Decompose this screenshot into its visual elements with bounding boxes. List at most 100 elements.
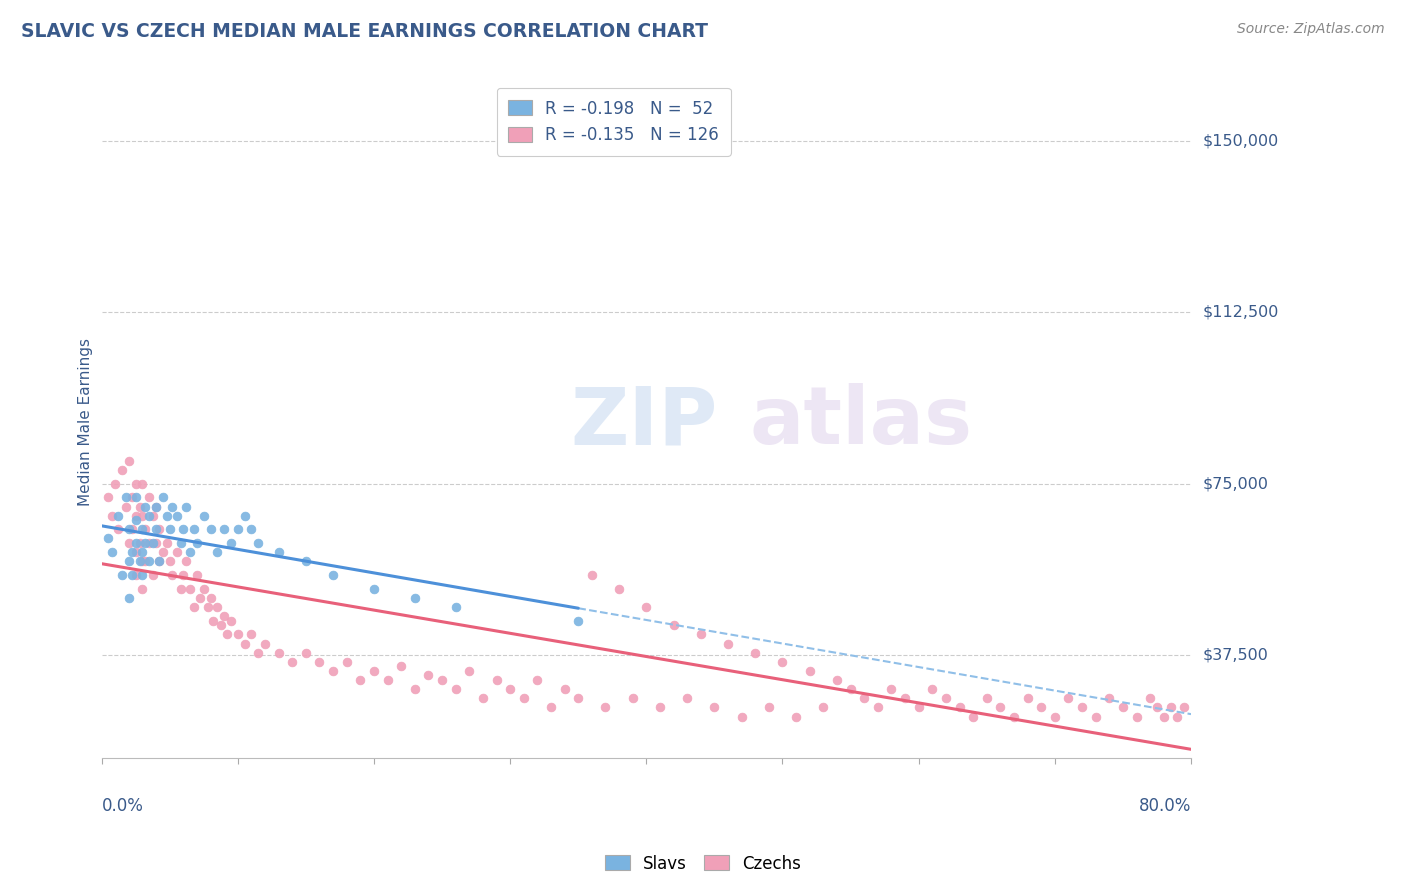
Point [131, 476, 153, 491]
Point [1146, 700, 1168, 714]
Text: SLAVIC VS CZECH MEDIAN MALE EARNINGS CORRELATION CHART: SLAVIC VS CZECH MEDIAN MALE EARNINGS COR… [21, 22, 709, 41]
Point [1173, 700, 1195, 714]
Point [772, 655, 794, 669]
Point [226, 522, 249, 536]
Point [813, 700, 835, 714]
Point [233, 636, 256, 650]
Point [145, 522, 167, 536]
Point [295, 554, 318, 568]
Point [1084, 709, 1107, 723]
Point [215, 627, 238, 641]
Point [363, 582, 385, 596]
Point [179, 582, 201, 596]
Legend: Slavs, Czechs: Slavs, Czechs [599, 848, 807, 880]
Point [183, 599, 205, 614]
Point [976, 691, 998, 706]
Point [131, 522, 153, 536]
Legend: R = -0.198   N =  52, R = -0.135   N = 126: R = -0.198 N = 52, R = -0.135 N = 126 [496, 88, 731, 155]
Point [121, 568, 143, 582]
Text: atlas: atlas [749, 383, 973, 461]
Point [226, 627, 249, 641]
Point [128, 536, 150, 550]
Y-axis label: Median Male Earnings: Median Male Earnings [79, 338, 93, 506]
Point [148, 522, 170, 536]
Point [188, 591, 211, 605]
Point [186, 536, 208, 550]
Point [219, 536, 242, 550]
Point [730, 709, 752, 723]
Point [162, 568, 184, 582]
Point [444, 599, 467, 614]
Point [121, 545, 143, 559]
Point [212, 609, 235, 624]
Point [172, 522, 194, 536]
Point [233, 508, 256, 523]
Point [785, 709, 807, 723]
Point [526, 673, 548, 687]
Point [648, 700, 671, 714]
Point [118, 454, 141, 468]
Point [142, 568, 165, 582]
Point [209, 618, 232, 632]
Point [894, 691, 917, 706]
Point [554, 682, 576, 697]
Point [267, 646, 290, 660]
Point [825, 673, 848, 687]
Point [247, 646, 270, 660]
Point [219, 614, 242, 628]
Point [145, 536, 167, 550]
Point [124, 536, 146, 550]
Point [444, 682, 467, 697]
Text: $150,000: $150,000 [1202, 134, 1278, 149]
Point [322, 664, 344, 678]
Point [134, 554, 156, 568]
Point [118, 536, 141, 550]
Point [124, 568, 146, 582]
Point [200, 522, 222, 536]
Text: $37,500: $37,500 [1202, 648, 1268, 663]
Point [121, 491, 143, 505]
Point [281, 655, 304, 669]
Point [138, 554, 160, 568]
Point [162, 500, 184, 514]
Point [308, 655, 330, 669]
Point [131, 568, 153, 582]
Point [104, 476, 127, 491]
Text: $112,500: $112,500 [1202, 305, 1278, 320]
Point [404, 591, 426, 605]
Point [124, 508, 146, 523]
Point [138, 536, 160, 550]
Point [101, 508, 124, 523]
Point [247, 536, 270, 550]
Point [207, 599, 229, 614]
Point [485, 673, 508, 687]
Point [152, 545, 174, 559]
Point [853, 691, 876, 706]
Point [567, 691, 589, 706]
Point [138, 508, 160, 523]
Point [621, 691, 644, 706]
Point [107, 508, 129, 523]
Point [607, 582, 630, 596]
Point [689, 627, 711, 641]
Point [1017, 691, 1039, 706]
Point [1071, 700, 1094, 714]
Point [124, 491, 146, 505]
Point [499, 682, 522, 697]
Point [145, 500, 167, 514]
Point [148, 554, 170, 568]
Point [156, 508, 179, 523]
Point [676, 691, 699, 706]
Point [124, 545, 146, 559]
Point [363, 664, 385, 678]
Point [322, 568, 344, 582]
Point [880, 682, 903, 697]
Point [174, 500, 197, 514]
Point [131, 582, 153, 596]
Point [111, 463, 134, 477]
Point [240, 522, 263, 536]
Point [183, 522, 205, 536]
Text: Source: ZipAtlas.com: Source: ZipAtlas.com [1237, 22, 1385, 37]
Point [389, 659, 412, 673]
Point [717, 636, 740, 650]
